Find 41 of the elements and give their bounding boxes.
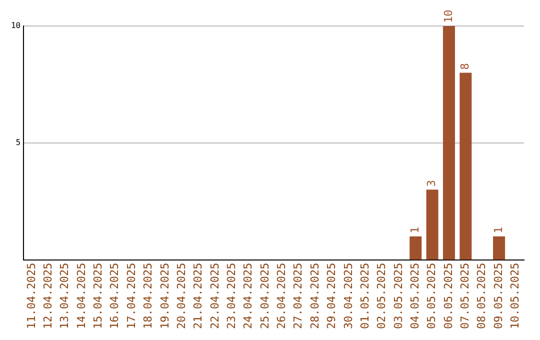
x-tick-label: 20.04.2025 [174,262,188,330]
bar [460,72,472,260]
x-tick-label: 28.04.2025 [308,262,322,330]
x-tick-label: 07.05.2025 [458,262,472,330]
x-tick-label: 22.04.2025 [208,262,222,330]
x-tick-label: 04.05.2025 [408,262,422,330]
data-label: 3 [425,180,438,187]
bar [410,236,422,260]
data-label: 1 [492,226,505,234]
x-tick-label: 16.04.2025 [108,262,122,330]
x-tick-label: 09.05.2025 [492,262,505,330]
x-tick-label: 26.04.2025 [275,262,288,330]
x-tick-label: 21.04.2025 [192,262,205,330]
x-tick-label: 25.04.2025 [258,262,272,330]
x-tick-label: 17.04.2025 [124,262,138,330]
y-tick-label: 5 [16,138,21,147]
x-tick-label: 10.05.2025 [508,262,522,330]
bar [442,26,455,260]
x-tick-label: 19.04.2025 [158,262,172,330]
data-label: 8 [458,63,472,70]
bar [493,236,506,260]
x-tick-label: 23.04.2025 [224,262,238,330]
x-tick-label: 01.05.2025 [358,262,372,330]
x-tick-label: 06.05.2025 [442,262,455,330]
x-tick-label: 11.04.2025 [24,262,38,330]
x-tick-label: 13.04.2025 [58,262,72,330]
x-tick-label: 05.05.2025 [425,262,438,330]
x-tick-label: 29.04.2025 [325,262,338,330]
x-tick-label: 12.04.2025 [42,262,55,330]
x-tick-label: 18.04.2025 [142,262,155,330]
bar [426,190,438,260]
x-tick-label: 15.04.2025 [92,262,105,330]
x-tick-label: 14.04.2025 [74,262,88,330]
x-tick-label: 27.04.2025 [292,262,305,330]
x-tick-label: 02.05.2025 [375,262,388,330]
data-label: 1 [408,226,422,234]
x-tick-label: 03.05.2025 [392,262,405,330]
x-tick-label: 08.05.2025 [475,262,488,330]
x-tick-label: 24.04.2025 [242,262,255,330]
data-label: 10 [442,10,455,23]
x-tick-label: 30.04.2025 [342,262,355,330]
